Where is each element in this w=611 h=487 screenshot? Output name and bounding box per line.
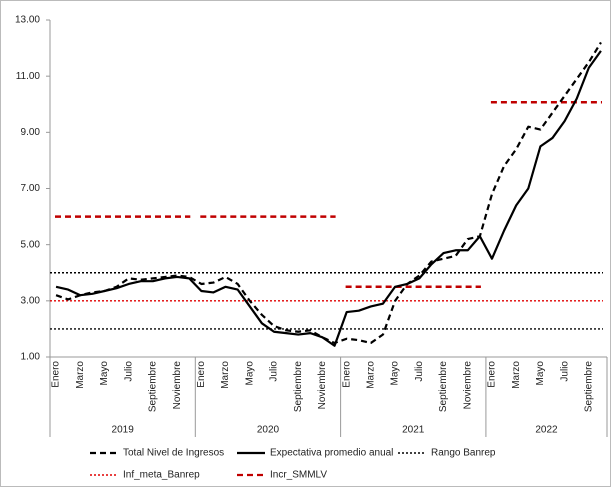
x-tick-label: Noviembre <box>462 361 473 410</box>
series-line <box>55 41 602 345</box>
x-tick-label: Enero <box>487 361 498 388</box>
x-tick-label: Mayo <box>99 361 110 386</box>
y-tick-label: 9.00 <box>21 127 41 138</box>
y-tick-label: 7.00 <box>21 183 41 194</box>
legend-label: Expectativa promedio anual <box>270 448 393 459</box>
x-tick-label: Julio <box>559 361 570 382</box>
legend-label: Incr_SMMLV <box>270 470 327 481</box>
y-tick-label: 5.00 <box>21 239 41 250</box>
x-tick-label: Septiembre <box>583 361 594 413</box>
x-tick-label: Marzo <box>511 361 522 389</box>
x-tick-label: Marzo <box>220 361 231 389</box>
y-tick-label: 11.00 <box>16 71 41 82</box>
x-tick-label: Enero <box>341 361 352 388</box>
year-label: 2019 <box>112 425 135 436</box>
x-tick-label: Marzo <box>366 361 377 389</box>
y-tick-label: 13.00 <box>15 15 40 26</box>
series-line <box>55 50 602 347</box>
legend-label: Inf_meta_Banrep <box>123 470 200 481</box>
x-tick-label: Septiembre <box>293 361 304 413</box>
x-tick-label: Mayo <box>535 361 546 386</box>
x-tick-label: Enero <box>196 361 207 388</box>
year-label: 2021 <box>402 425 425 436</box>
year-label: 2020 <box>257 425 280 436</box>
legend-label: Rango Banrep <box>431 448 496 459</box>
x-tick-label: Septiembre <box>438 361 449 413</box>
y-tick-label: 1.00 <box>21 352 41 363</box>
x-tick-label: Julio <box>123 361 134 382</box>
x-tick-label: Noviembre <box>317 361 328 410</box>
x-tick-label: Marzo <box>75 361 86 389</box>
legend-label: Total Nivel de Ingresos <box>123 448 224 459</box>
year-label: 2022 <box>535 425 558 436</box>
x-tick-label: Septiembre <box>148 361 159 413</box>
x-tick-label: Mayo <box>244 361 255 386</box>
x-tick-label: Enero <box>51 361 62 388</box>
x-tick-label: Julio <box>269 361 280 382</box>
x-tick-label: Noviembre <box>172 361 183 410</box>
x-tick-label: Mayo <box>390 361 401 386</box>
y-tick-label: 3.00 <box>21 295 41 306</box>
x-tick-label: Julio <box>414 361 425 382</box>
